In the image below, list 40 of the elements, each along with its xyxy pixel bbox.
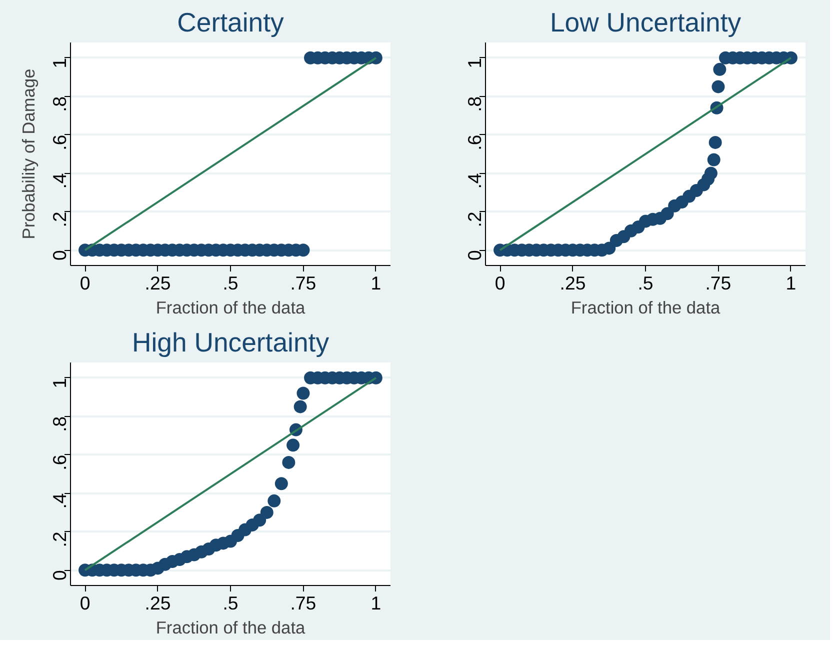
x-tick-label: 1	[370, 272, 382, 294]
y-tick-label: .4	[49, 173, 70, 189]
x-axis-title: Fraction of the data	[156, 298, 306, 318]
y-tick-label: 0	[49, 250, 70, 260]
x-axis-title: Fraction of the data	[156, 618, 306, 638]
y-tick-label: .2	[49, 532, 70, 548]
x-tick-label: .75	[705, 272, 732, 294]
y-tick-label: .6	[49, 134, 70, 150]
chart-title: High Uncertainty	[132, 328, 330, 358]
y-tick-label: .6	[49, 454, 70, 470]
x-axis-title: Fraction of the data	[570, 298, 721, 318]
y-tick-label: 1	[464, 58, 485, 68]
x-tick-label: 0	[80, 592, 90, 614]
y-tick-label: .8	[464, 96, 485, 112]
x-tick-label: 0	[80, 272, 90, 294]
y-tick-label: 0	[464, 250, 485, 260]
x-tick-label: .25	[560, 272, 586, 294]
y-tick-label: 0	[49, 570, 70, 580]
x-tick-label: .5	[222, 272, 238, 294]
x-tick-label: .25	[144, 592, 171, 614]
chart-title: Certainty	[177, 8, 285, 38]
chart-title: Low Uncertainty	[550, 8, 742, 38]
y-tick-label: .8	[49, 96, 70, 112]
x-tick-label: 0	[494, 272, 506, 294]
x-tick-label: 1	[370, 592, 382, 614]
y-tick-label: 1	[49, 378, 70, 388]
y-tick-label: .2	[49, 212, 70, 228]
y-tick-label: .2	[464, 212, 485, 228]
y-tick-label: 1	[49, 58, 70, 68]
y-tick-label: .4	[49, 493, 70, 509]
x-tick-label: .75	[290, 272, 316, 294]
x-tick-label: .5	[222, 592, 238, 614]
x-tick-label: .25	[144, 272, 171, 294]
y-tick-label: .6	[464, 134, 485, 150]
y-axis-title: Probability of Damage	[18, 68, 38, 240]
y-tick-label: .4	[464, 173, 485, 189]
x-tick-label: 1	[786, 272, 796, 294]
x-tick-label: .75	[290, 592, 316, 614]
y-tick-label: .8	[49, 416, 70, 432]
x-tick-label: .5	[638, 272, 654, 294]
